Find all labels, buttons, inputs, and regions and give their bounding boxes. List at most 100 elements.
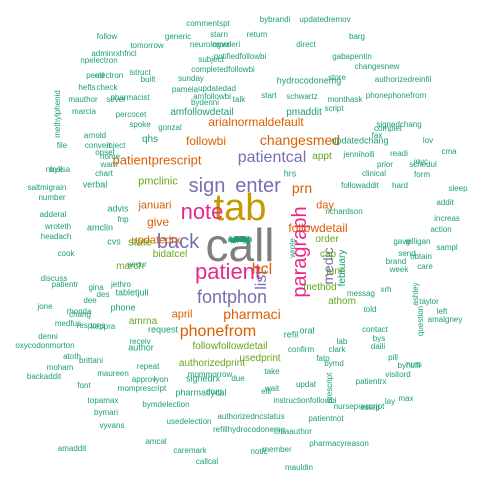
- cloud-word: followaddit: [341, 181, 379, 190]
- cloud-word: contact: [362, 325, 388, 334]
- cloud-word: onset: [95, 148, 115, 157]
- cloud-word: home: [99, 152, 121, 161]
- cloud-word: sever: [106, 95, 126, 104]
- cloud-word: note: [180, 199, 224, 224]
- cloud-word: call: [205, 219, 275, 271]
- cloud-word: pend: [86, 71, 104, 80]
- cloud-word: tomorrow: [130, 41, 164, 50]
- cloud-word: followfollowdetail: [192, 341, 268, 352]
- cloud-word: need: [231, 235, 249, 244]
- cloud-word: fax: [371, 131, 383, 140]
- cloud-word: receiv: [129, 337, 151, 346]
- cloud-word: updatedchang: [331, 135, 389, 146]
- cloud-word: question: [416, 305, 425, 337]
- cloud-word: updat: [295, 380, 317, 389]
- cloud-word: patientcal: [237, 149, 307, 166]
- cloud-word: convert: [84, 141, 112, 150]
- cloud-word: authorizedprint: [178, 358, 246, 369]
- cloud-word: elli: [261, 387, 271, 396]
- cloud-word: clinical: [361, 169, 387, 178]
- cloud-word: spoke: [129, 120, 151, 129]
- cloud-word: nicol: [45, 165, 63, 174]
- cloud-word: hard: [391, 181, 409, 190]
- cloud-word: npelectron: [80, 56, 118, 65]
- cloud-word: spivey: [228, 235, 252, 244]
- cloud-word: instructionfollowbi: [273, 396, 337, 405]
- cloud-word: back: [156, 231, 200, 253]
- cloud-word: estep: [360, 403, 380, 412]
- cloud-word: order: [315, 234, 339, 245]
- cloud-word: authorizedncstatus: [217, 412, 285, 421]
- cloud-word: xrh: [380, 285, 392, 294]
- cloud-word: cook: [57, 249, 75, 258]
- cloud-word: headach: [40, 232, 72, 241]
- cloud-word: hcl: [251, 261, 273, 278]
- cloud-word: lab: [336, 337, 348, 346]
- cloud-word: march: [116, 261, 144, 272]
- cloud-word: obtain: [410, 252, 432, 261]
- cloud-word: told: [363, 305, 377, 314]
- cloud-word: want: [100, 160, 118, 169]
- cloud-word: cvs: [107, 236, 121, 247]
- cloud-word: number: [38, 193, 66, 202]
- cloud-word: pmco: [230, 235, 250, 244]
- cloud-word: inject: [106, 141, 126, 150]
- cloud-word: mauthor: [68, 95, 98, 104]
- cloud-word: januari: [138, 199, 172, 212]
- cloud-word: patientr: [51, 280, 79, 289]
- cloud-word: schwartz: [286, 92, 318, 101]
- cloud-word: mead: [229, 235, 251, 244]
- cloud-word: gina: [88, 283, 104, 292]
- cloud-word: vyvans: [99, 421, 125, 430]
- cloud-word: left: [436, 307, 448, 316]
- cloud-word: mail: [232, 235, 248, 244]
- cloud-word: gabapentin: [332, 52, 372, 61]
- cloud-word: neurologvaleri: [189, 40, 241, 49]
- cloud-word: signedrx: [185, 373, 221, 384]
- cloud-word: amaddit: [57, 444, 87, 453]
- cloud-word: day: [316, 199, 334, 212]
- cloud-word: tab: [213, 187, 267, 229]
- cloud-word: lamict: [229, 235, 251, 244]
- cloud-word: gilligan: [405, 237, 431, 246]
- cloud-word: patientrx: [355, 377, 387, 386]
- cloud-word: percocet: [115, 110, 147, 119]
- cloud-word: followbi: [185, 134, 227, 148]
- cloud-word: refillhydrocodonemg: [212, 425, 286, 434]
- cloud-word: updatedad: [198, 84, 236, 93]
- cloud-word: prior: [376, 160, 394, 169]
- cloud-word: discuss: [40, 274, 68, 283]
- cloud-word: bybrandi: [259, 15, 291, 24]
- cloud-word: state: [128, 236, 152, 249]
- cloud-word: april: [171, 308, 193, 321]
- cloud-word: bydenni: [190, 98, 220, 107]
- cloud-word: sampl: [436, 243, 458, 252]
- cloud-word: refil: [283, 329, 299, 340]
- cloud-word: authorizedreinfil: [374, 75, 432, 84]
- cloud-word: approv: [131, 375, 157, 384]
- cloud-word: prescript: [325, 372, 334, 404]
- cloud-word: take: [264, 367, 280, 376]
- cloud-word: jenniholli: [343, 150, 375, 159]
- cloud-word: wait: [264, 384, 280, 393]
- cloud-word: arnold: [83, 131, 107, 140]
- cloud-word: lpn: [234, 235, 246, 244]
- cloud-word: sign: [188, 175, 226, 197]
- cloud-word: generic: [164, 32, 192, 41]
- cloud-word: check: [96, 83, 118, 92]
- cloud-word: des: [96, 290, 110, 299]
- cloud-word: medfus: [54, 319, 82, 328]
- cloud-word: follow: [96, 32, 118, 41]
- cloud-word: pick: [232, 235, 248, 244]
- cloud-word: reason: [227, 235, 253, 244]
- cloud-word: updatedremov: [299, 15, 351, 24]
- cloud-word: arialnormaldefault: [208, 115, 304, 129]
- cloud-word: member: [262, 445, 292, 454]
- cloud-word: appt: [312, 151, 332, 162]
- cloud-word: usedelection: [166, 417, 212, 426]
- cloud-word: wroteth: [44, 222, 72, 231]
- cloud-word: qhs: [141, 134, 159, 145]
- cloud-word: pharmaci: [223, 306, 281, 322]
- cloud-word: request: [147, 324, 179, 335]
